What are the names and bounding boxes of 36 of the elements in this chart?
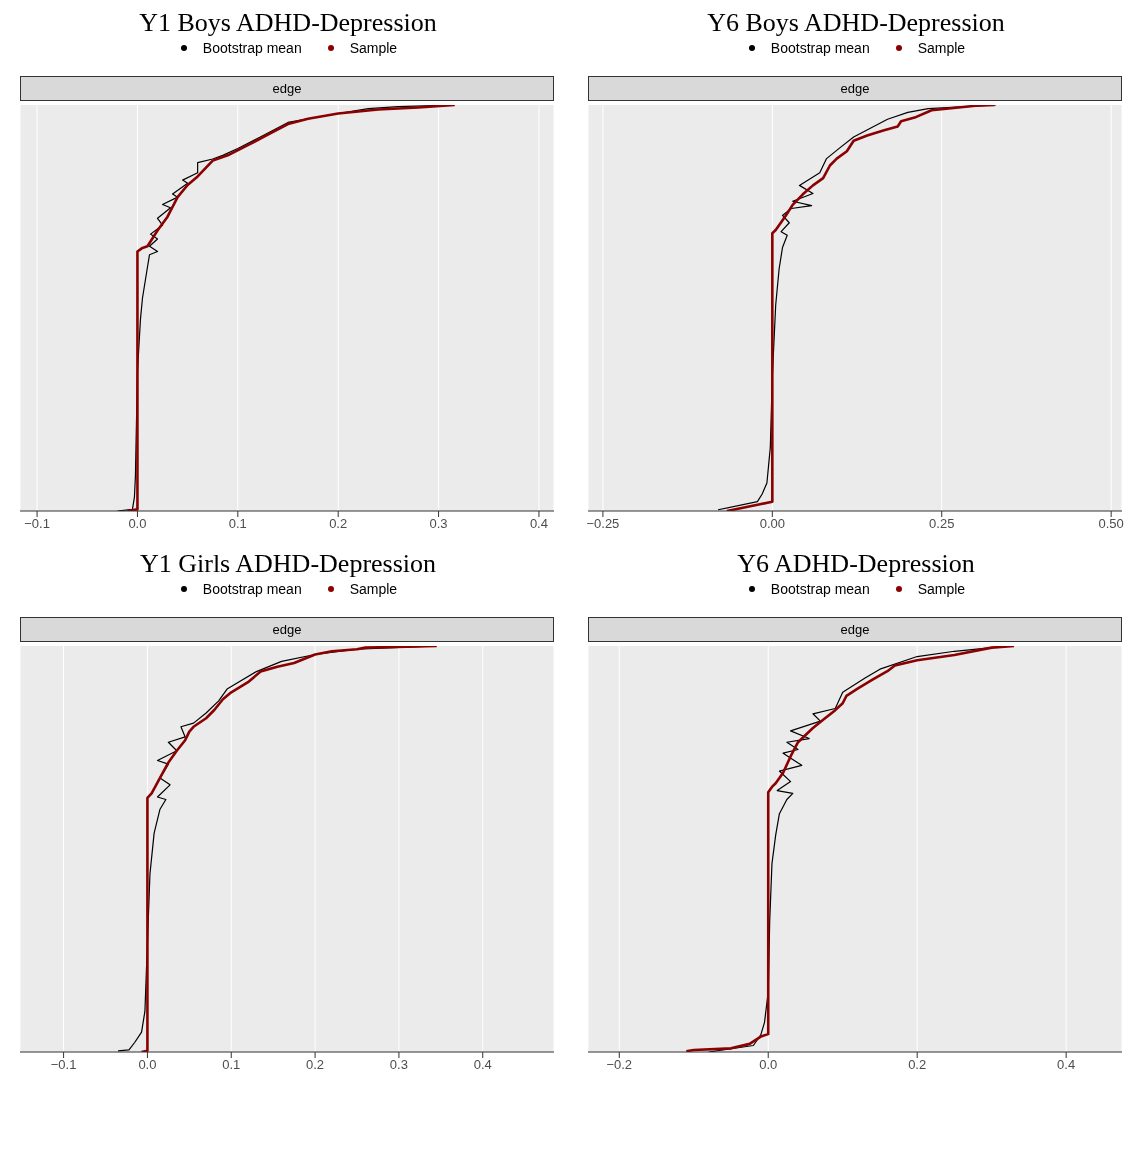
chart-title: Y6 ADHD-Depression <box>736 549 976 580</box>
x-tick-label: 0.0 <box>138 1057 157 1073</box>
chart-subtitle: edge <box>20 617 554 642</box>
chart-title: Y1 Girls ADHD-Depression <box>138 549 438 580</box>
x-tick-label: −0.25 <box>586 516 620 532</box>
x-tick-label: −0.1 <box>50 1057 77 1073</box>
x-tick-label: 0.0 <box>128 516 147 532</box>
legend-label: Sample <box>349 581 398 597</box>
x-tick-label: 0.00 <box>759 516 785 532</box>
legend-label: Sample <box>917 40 966 56</box>
chart-subtitle: edge <box>588 76 1122 101</box>
x-tick-label: 0.0 <box>759 1057 778 1073</box>
x-tick-label: 0.4 <box>529 516 548 532</box>
legend-label: Bootstrap mean <box>202 40 302 56</box>
chart-subtitle: edge <box>588 617 1122 642</box>
x-tick-label: −0.2 <box>606 1057 633 1073</box>
chart-title: Y1 Boys ADHD-Depression <box>138 8 438 39</box>
x-tick-label: 0.2 <box>306 1057 325 1073</box>
x-tick-label: 0.2 <box>329 516 348 532</box>
legend-label: Sample <box>349 40 398 56</box>
legend-label: Bootstrap mean <box>770 40 870 56</box>
legend-label: Bootstrap mean <box>202 581 302 597</box>
x-tick-label: 0.4 <box>473 1057 492 1073</box>
chart-subtitle: edge <box>20 76 554 101</box>
legend-label: Sample <box>917 581 966 597</box>
legend-label: Bootstrap mean <box>770 581 870 597</box>
x-tick-label: 0.1 <box>222 1057 241 1073</box>
x-tick-label: 0.1 <box>228 516 247 532</box>
x-tick-label: 0.4 <box>1057 1057 1076 1073</box>
x-tick-label: 0.25 <box>929 516 955 532</box>
x-tick-label: 0.2 <box>908 1057 927 1073</box>
x-tick-label: 0.3 <box>429 516 448 532</box>
x-tick-label: 0.3 <box>389 1057 408 1073</box>
chart-title: Y6 Boys ADHD-Depression <box>706 8 1006 39</box>
x-tick-label: −0.1 <box>24 516 50 532</box>
x-tick-label: 0.50 <box>1098 516 1124 532</box>
